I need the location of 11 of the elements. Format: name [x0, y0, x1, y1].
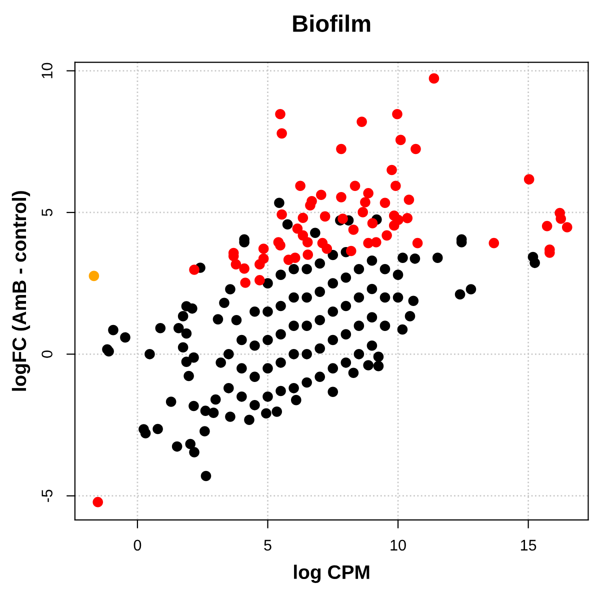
x-tick-label: 10 [390, 540, 406, 551]
x-axis-title: log CPM [294, 564, 370, 583]
y-axis-title: logFC (AmB - control) [12, 191, 30, 391]
y-tick-label: 10 [42, 62, 52, 78]
x-tick-label: 15 [520, 540, 536, 551]
chart-title: Biofilm [293, 14, 370, 32]
y-tick-label: 5 [42, 208, 52, 216]
x-tick-label: 0 [134, 540, 142, 551]
x-tick-label: 5 [264, 540, 272, 551]
y-tick-label: 0 [42, 350, 52, 358]
y-tick-label: -5 [42, 490, 52, 502]
